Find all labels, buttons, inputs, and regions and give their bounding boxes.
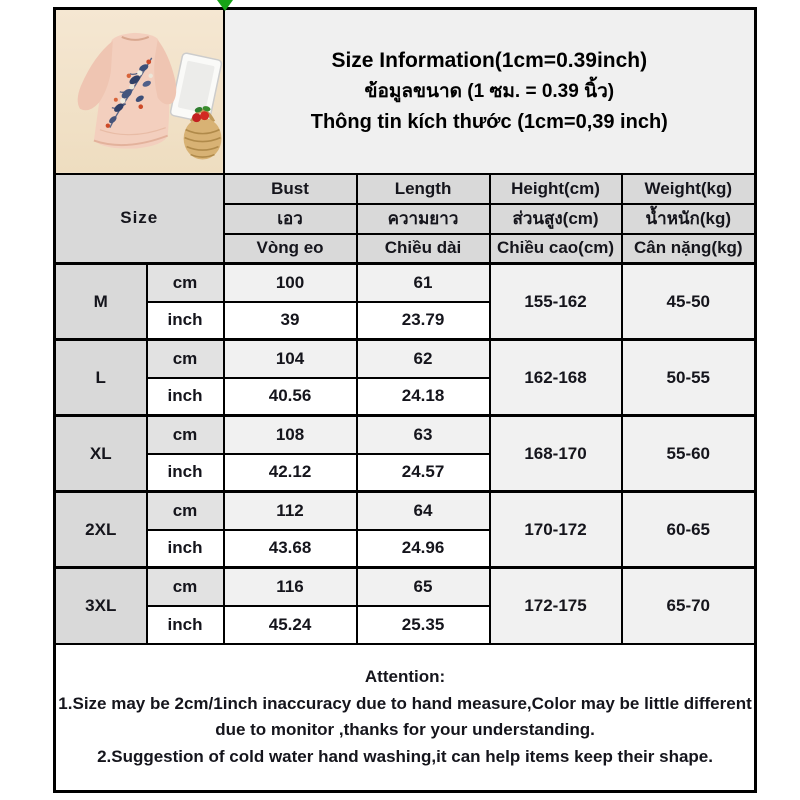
unit-cm-label: cm bbox=[145, 414, 225, 455]
attention-heading: Attention: bbox=[364, 667, 446, 687]
bust-cm-value: 112 bbox=[222, 490, 358, 531]
weight-range-value: 45-50 bbox=[620, 262, 757, 341]
length-cm-value: 65 bbox=[355, 566, 491, 607]
col-header-length-vi: Chiều dài bbox=[355, 232, 491, 265]
unit-inch-label: inch bbox=[145, 604, 225, 645]
length-inch-value: 24.57 bbox=[355, 452, 491, 493]
title-cell: Size Information(1cm=0.39inch) ข้อมูลขนา… bbox=[222, 7, 757, 175]
table-row-xl-cm: XL cm 108 63 168-170 55-60 bbox=[53, 414, 757, 493]
length-inch-value: 24.96 bbox=[355, 528, 491, 569]
length-cm-value: 63 bbox=[355, 414, 491, 455]
column-header-row-vi: Vòng eo Chiều dài Chiều cao(cm) Cân nặng… bbox=[55, 232, 757, 265]
bust-cm-value: 108 bbox=[222, 414, 358, 455]
unit-cm-label: cm bbox=[145, 338, 225, 379]
bust-inch-value: 39 bbox=[222, 300, 358, 341]
column-header-row-th: เอว ความยาว ส่วนสูง(cm) น้ำหนัก(kg) bbox=[55, 202, 757, 235]
unit-cm-label: cm bbox=[145, 262, 225, 303]
title-thai: ข้อมูลขนาด (1 ซม. = 0.39 นิ้ว) bbox=[364, 80, 615, 102]
basket-bag-prop bbox=[183, 106, 222, 160]
size-header-cell: Size bbox=[53, 172, 225, 265]
col-header-length-th: ความยาว bbox=[355, 202, 491, 235]
table-row-xl-inch: inch 42.12 24.57 bbox=[55, 452, 756, 493]
header-banner-row: Size Information(1cm=0.39inch) ข้อมูลขนา… bbox=[53, 7, 757, 175]
weight-range-value: 65-70 bbox=[620, 566, 757, 645]
col-header-height-en: Height(cm) bbox=[488, 172, 623, 205]
table-row-3xl-cm: 3XL cm 116 65 172-175 65-70 bbox=[53, 566, 757, 645]
product-photo bbox=[56, 10, 222, 172]
height-range-value: 162-168 bbox=[488, 338, 623, 417]
length-inch-value: 24.18 bbox=[355, 376, 491, 417]
attention-note-1: 1.Size may be 2cm/1inch inaccuracy due t… bbox=[58, 693, 752, 740]
unit-inch-label: inch bbox=[145, 376, 225, 417]
table-row-l-cm: L cm 104 62 162-168 50-55 bbox=[53, 338, 757, 417]
col-header-weight-en: Weight(kg) bbox=[620, 172, 757, 205]
size-label-l: L bbox=[53, 338, 148, 417]
bust-inch-value: 42.12 bbox=[222, 452, 358, 493]
tablet-prop bbox=[169, 52, 222, 124]
unit-inch-label: inch bbox=[145, 300, 225, 341]
size-label-xl: XL bbox=[53, 414, 148, 493]
bust-cm-value: 104 bbox=[222, 338, 358, 379]
col-header-bust-th: เอว bbox=[222, 202, 358, 235]
product-photo-cell bbox=[53, 7, 225, 175]
col-header-weight-th: น้ำหนัก(kg) bbox=[620, 202, 757, 235]
height-range-value: 172-175 bbox=[488, 566, 623, 645]
table-row-2xl-inch: inch 43.68 24.96 bbox=[55, 528, 756, 569]
col-header-weight-vi: Cân nặng(kg) bbox=[620, 232, 757, 265]
height-range-value: 155-162 bbox=[488, 262, 623, 341]
title-vietnamese: Thông tin kích thước (1cm=0,39 inch) bbox=[310, 110, 668, 133]
cherry-leaf bbox=[194, 106, 203, 113]
length-inch-value: 25.35 bbox=[355, 604, 491, 645]
title-english: Size Information(1cm=0.39inch) bbox=[331, 48, 648, 72]
col-header-bust-en: Bust bbox=[222, 172, 358, 205]
weight-range-value: 50-55 bbox=[620, 338, 757, 417]
blouse-illustration bbox=[77, 32, 177, 149]
attention-row: Attention: 1.Size may be 2cm/1inch inacc… bbox=[53, 642, 757, 793]
length-cm-value: 62 bbox=[355, 338, 491, 379]
column-header-row-en: Size Bust Length Height(cm) Weight(kg) bbox=[53, 172, 757, 265]
attention-notes: Attention: 1.Size may be 2cm/1inch inacc… bbox=[53, 642, 757, 793]
green-triangle-marker bbox=[217, 0, 233, 11]
size-chart-table: Size Information(1cm=0.39inch) ข้อมูลขนา… bbox=[53, 7, 758, 793]
col-header-height-th: ส่วนสูง(cm) bbox=[488, 202, 623, 235]
bust-cm-value: 116 bbox=[222, 566, 358, 607]
unit-inch-label: inch bbox=[145, 528, 225, 569]
length-cm-value: 64 bbox=[355, 490, 491, 531]
unit-cm-label: cm bbox=[145, 566, 225, 607]
size-label-m: M bbox=[53, 262, 148, 341]
weight-range-value: 55-60 bbox=[620, 414, 757, 493]
table-row-2xl-cm: 2XL cm 112 64 170-172 60-65 bbox=[53, 490, 757, 569]
bust-inch-value: 40.56 bbox=[222, 376, 358, 417]
cherry bbox=[200, 111, 210, 121]
table-row-l-inch: inch 40.56 24.18 bbox=[55, 376, 756, 417]
col-header-length-en: Length bbox=[355, 172, 491, 205]
table-row-m-inch: inch 39 23.79 bbox=[55, 300, 756, 341]
attention-note-2: 2.Suggestion of cold water hand washing,… bbox=[97, 746, 713, 766]
bust-inch-value: 45.24 bbox=[222, 604, 358, 645]
col-header-bust-vi: Vòng eo bbox=[222, 232, 358, 265]
size-label-2xl: 2XL bbox=[53, 490, 148, 569]
bust-cm-value: 100 bbox=[222, 262, 358, 303]
table-row-3xl-inch: inch 45.24 25.35 bbox=[55, 604, 756, 645]
table-row-m-cm: M cm 100 61 155-162 45-50 bbox=[53, 262, 757, 341]
unit-inch-label: inch bbox=[145, 452, 225, 493]
weight-range-value: 60-65 bbox=[620, 490, 757, 569]
col-header-height-vi: Chiều cao(cm) bbox=[488, 232, 623, 265]
bust-inch-value: 43.68 bbox=[222, 528, 358, 569]
length-inch-value: 23.79 bbox=[355, 300, 491, 341]
size-label-3xl: 3XL bbox=[53, 566, 148, 645]
cherry-leaf bbox=[202, 106, 211, 112]
embroidery-floral bbox=[105, 57, 153, 128]
height-range-value: 168-170 bbox=[488, 414, 623, 493]
length-cm-value: 61 bbox=[355, 262, 491, 303]
unit-cm-label: cm bbox=[145, 490, 225, 531]
height-range-value: 170-172 bbox=[488, 490, 623, 569]
cherry bbox=[192, 113, 202, 123]
